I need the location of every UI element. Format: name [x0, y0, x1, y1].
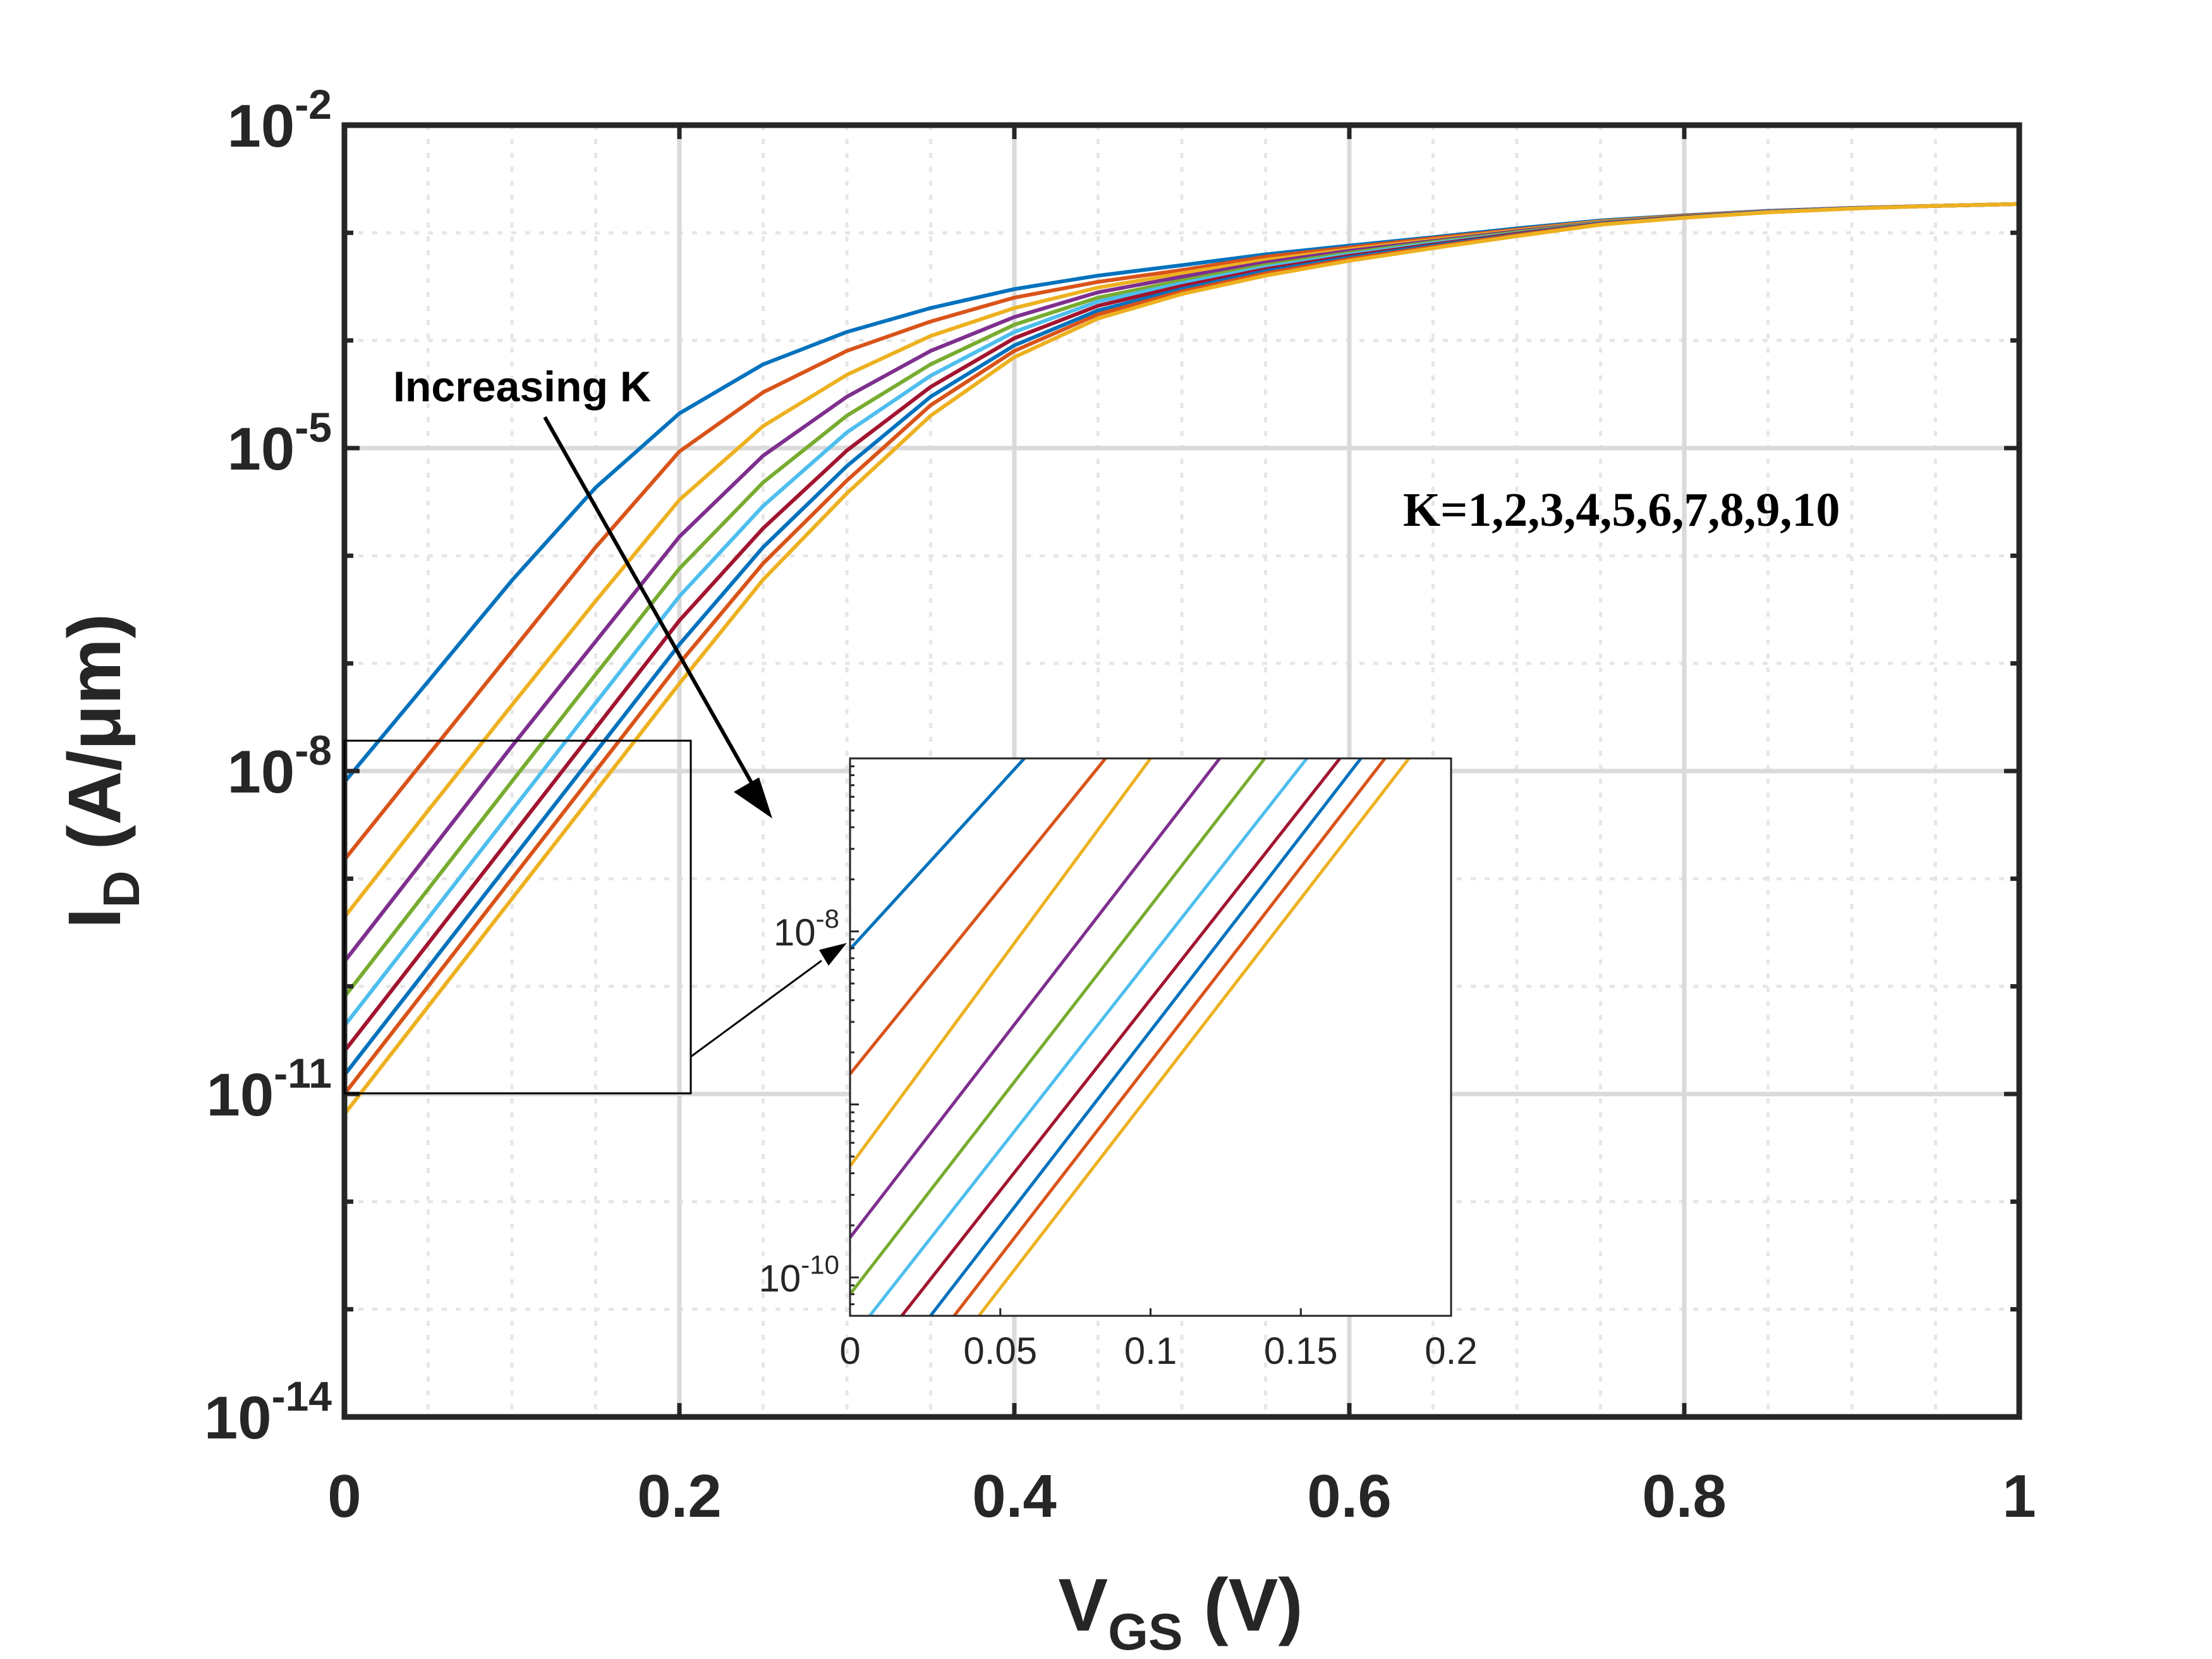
x-axis-label: VGS (V): [1058, 1564, 1303, 1659]
inset-tick-marks: [849, 757, 1452, 1317]
increasing-k-annotation: Increasing K: [393, 363, 651, 411]
inset-series-line-1: [849, 757, 1026, 951]
inset-series-line-2: [849, 757, 1107, 1075]
inset-background: [850, 758, 1451, 1316]
y-axis-label: ID (A/μm): [53, 614, 150, 929]
inset-series-line-10: [977, 757, 1411, 1317]
x-tick-label: 0.8: [1642, 1462, 1726, 1530]
inset-x-tick-labels: 0 0.05 0.1 0.15 0.2: [839, 1330, 1477, 1372]
main-x-tick-labels: 0 0.2 0.4 0.6 0.8 1: [327, 1462, 2036, 1530]
zoom-connector-arrowhead: [819, 943, 847, 966]
k-values-annotation: K=1,2,3,4,5,6,7,8,9,10: [1403, 483, 1840, 537]
inset-series-line-3: [848, 757, 1152, 1167]
main-series: [343, 202, 2020, 1115]
inset-series-line-4: [849, 757, 1221, 1239]
y-tick-label: 10-11: [206, 1050, 332, 1129]
y-axis-label-subscript: D: [93, 870, 150, 908]
inset-x-tick-label: 0.1: [1124, 1330, 1177, 1372]
increasing-k-arrowhead: [734, 777, 772, 818]
zoom-connector-arrow: [690, 959, 822, 1058]
inset-x-tick-label: 0.15: [1264, 1330, 1338, 1372]
y-tick-label: 10-14: [204, 1373, 332, 1452]
zoom-region-box: [343, 739, 692, 1095]
y-tick-label: 10-8: [228, 727, 332, 806]
x-tick-label: 1: [2002, 1462, 2036, 1530]
main-y-tick-labels: 10-14 10-11 10-8 10-5 10-2: [204, 81, 332, 1452]
increasing-k-arrow: [543, 416, 754, 785]
x-axis-label-subscript: GS: [1108, 1603, 1182, 1659]
inset-y-tick-label: 10-10: [759, 1249, 839, 1299]
inset-series-line-7: [900, 757, 1342, 1317]
inset-x-tick-label: 0.2: [1425, 1330, 1477, 1372]
y-tick-label: 10-2: [228, 81, 332, 160]
inset-series-line-8: [929, 757, 1363, 1317]
inset-series-line-9: [952, 757, 1387, 1317]
y-tick-label: 10-5: [228, 404, 332, 483]
inset-y-tick-label: 10-8: [774, 904, 839, 954]
x-tick-label: 0: [327, 1462, 361, 1530]
inset-series: [848, 757, 1411, 1317]
inset-x-tick-label: 0.05: [963, 1330, 1037, 1372]
main-series-line-10: [343, 202, 2020, 1115]
inset-y-tick-labels: 10-8 10-10: [759, 904, 839, 1300]
x-tick-label: 0.4: [972, 1462, 1056, 1530]
inset-series-line-5: [849, 757, 1267, 1296]
inset-series-line-6: [868, 757, 1308, 1317]
inset-x-tick-label: 0: [839, 1330, 860, 1372]
x-tick-label: 0.2: [637, 1462, 721, 1530]
x-tick-label: 0.6: [1307, 1462, 1391, 1530]
